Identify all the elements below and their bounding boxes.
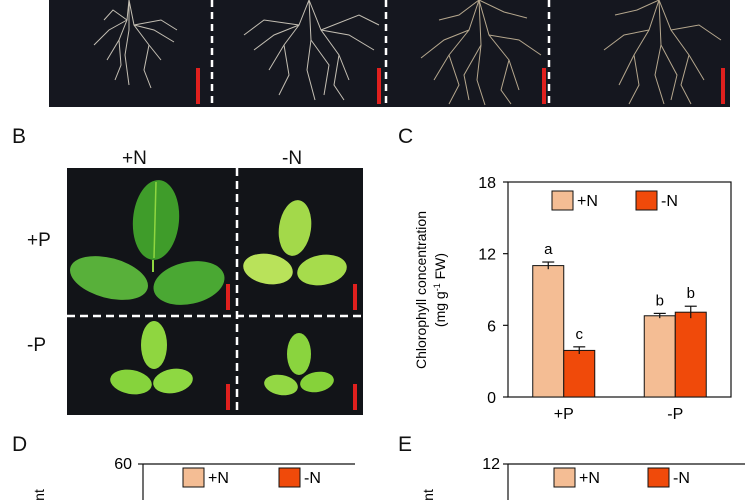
panel-a-root-photos: [49, 0, 730, 107]
chart-e-ylabel-fragment: nt: [420, 489, 436, 500]
panel-label-d: D: [12, 433, 28, 456]
chart-c-frame: [507, 181, 732, 398]
chart-e-legend-label-plus-n: +N: [579, 470, 600, 487]
chart-c-bar-plusp-1: [563, 349, 596, 398]
chart-e-legend-swatch-minus-n: [647, 467, 670, 488]
row-label-minus-p: -P: [27, 335, 46, 356]
chart-e-ytick-12: 12: [482, 456, 500, 473]
chart-e-legend-label-minus-n: -N: [673, 470, 690, 487]
chart-c-ytick-label-3: 18: [478, 175, 496, 192]
chart-c-bar-minusp-1: [674, 311, 707, 398]
column-label-minus-n: -N: [282, 148, 303, 169]
scale-bar-b-3: [226, 384, 230, 410]
root-system-2: [243, 0, 380, 101]
panel-b-leaf-photos: [67, 168, 363, 415]
panel-label-e: E: [398, 433, 413, 456]
chart-d-legend-label-minus-n: -N: [304, 470, 321, 487]
chart-e-legend-swatch-plus-n: [553, 467, 576, 488]
scale-bar-b-1: [226, 284, 230, 310]
chart-c-sig-letter-0-0: a: [544, 241, 553, 258]
chart-e-partial: nt 12 +N -N: [420, 456, 745, 500]
scale-bar-a-3: [542, 68, 546, 104]
chart-c-xtick-label-0: +P: [554, 406, 574, 423]
chart-c-ytick-label-2: 12: [478, 247, 496, 264]
root-system-3: [420, 0, 542, 106]
chart-c-ytick-label-1: 6: [487, 318, 496, 335]
root-system-4: [603, 0, 722, 105]
leaf-minus-p-plus-n: [110, 321, 193, 395]
scale-bar-a-2: [377, 68, 381, 104]
legend-label-minus-n: -N: [661, 193, 678, 210]
leaf-minus-p-minus-n: [264, 333, 334, 396]
chart-c-ylabel-line1: Chlorophyll concentration: [413, 211, 429, 369]
root-system-1: [93, 0, 178, 89]
leaf-plus-p-minus-n: [243, 200, 347, 286]
chart-d-legend-label-plus-n: +N: [208, 470, 229, 487]
scale-bar-a-1: [196, 68, 200, 104]
chart-d-partial: nt 60 +N -N: [31, 456, 355, 500]
chart-d-ylabel-fragment: nt: [31, 489, 47, 500]
chart-d-legend-swatch-minus-n: [278, 467, 301, 488]
panel-label-c: C: [398, 125, 414, 148]
chart-c-sig-letter-1-0: b: [656, 292, 664, 309]
scale-bar-b-2: [353, 284, 357, 310]
chart-c-bar-plusp-0: [532, 265, 565, 398]
panel-label-b: B: [12, 125, 27, 148]
leaf-plus-p-plus-n: [70, 180, 225, 305]
chart-c-sig-letter-1-1: b: [687, 285, 695, 302]
chart-d-ytick-60: 60: [114, 456, 132, 473]
chart-c-sig-letter-0-1: c: [576, 326, 584, 343]
chart-d-legend-swatch-plus-n: [182, 467, 205, 488]
row-label-plus-p: +P: [27, 230, 51, 251]
chart-c-ytick-label-0: 0: [487, 390, 496, 407]
chart-c-xtick-label-1: -P: [667, 406, 683, 423]
leaf-photo-grid: [67, 168, 363, 415]
legend-swatch-minus-n: [635, 190, 658, 211]
column-label-plus-n: +N: [122, 148, 147, 169]
chart-c-chlorophyll: Chlorophyll concentration (mg g-1 FW) 0 6…: [413, 175, 732, 423]
legend-swatch-plus-n: [551, 190, 574, 211]
scale-bar-b-4: [353, 384, 357, 410]
chart-c-bar-minusp-0: [643, 315, 676, 398]
root-photo-strip: [93, 0, 725, 107]
legend-label-plus-n: +N: [577, 193, 598, 210]
chart-c-ylabel-line2: (mg g-1 FW): [432, 253, 448, 327]
chart-c-legend: +N -N: [551, 190, 678, 211]
scale-bar-a-4: [721, 68, 725, 104]
